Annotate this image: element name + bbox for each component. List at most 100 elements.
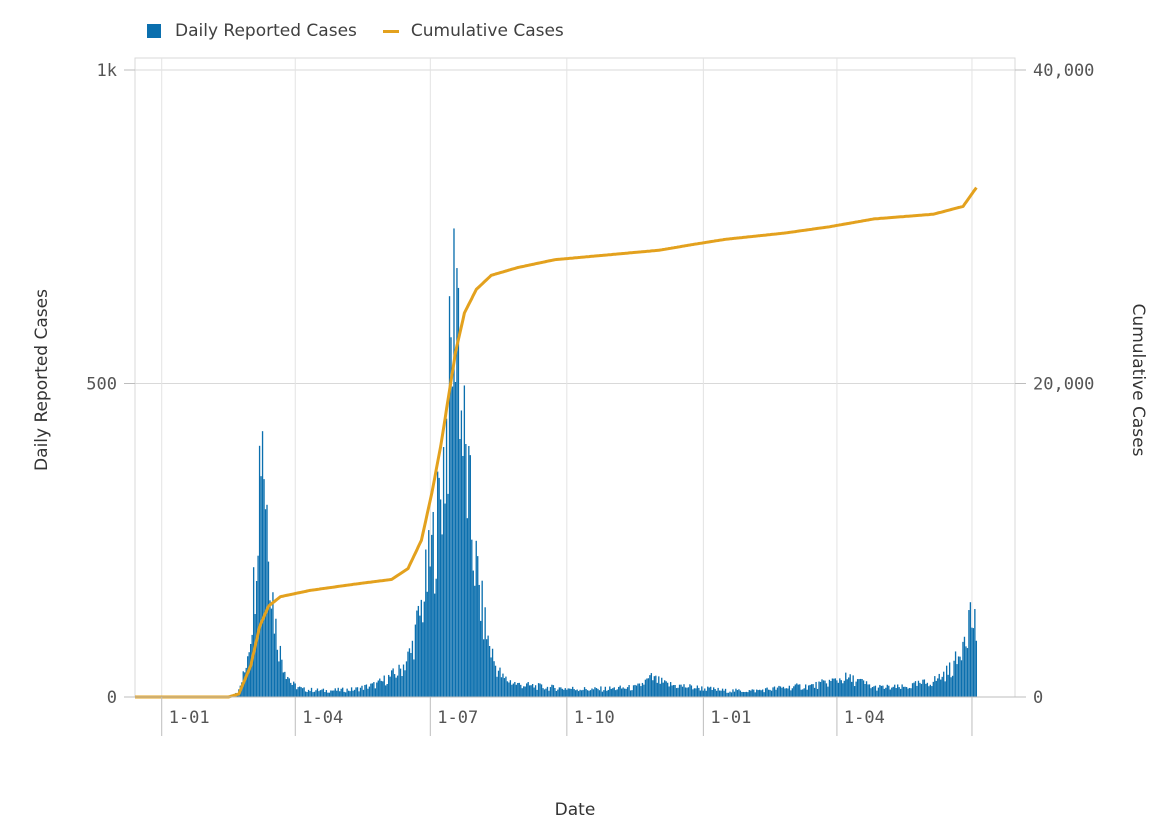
daily-bar [549,687,552,697]
daily-bar [261,431,264,697]
daily-bar [807,685,810,697]
daily-bar [867,684,869,697]
daily-bar [632,685,635,697]
daily-bar [794,684,796,697]
daily-bar [364,685,366,697]
x-axis-title: Date [555,800,596,820]
daily-bar [615,690,617,697]
daily-bar [557,689,559,697]
daily-bar [385,685,387,697]
legend-item-daily[interactable]: Daily Reported Cases [147,21,357,41]
daily-bar [724,688,727,697]
daily-bar [831,678,834,697]
daily-bar [472,570,474,697]
daily-bar [278,661,280,697]
daily-bar [604,686,607,697]
daily-bar [315,690,317,697]
daily-bar [856,679,859,697]
daily-bar [898,687,900,697]
daily-bar [945,665,948,697]
daily-bar [497,670,500,697]
daily-bar [575,690,577,697]
daily-bar [517,682,519,697]
daily-bar [853,686,856,697]
daily-bar [760,690,762,697]
daily-bar [509,680,512,697]
y-axis-title-left: Daily Reported Cases [32,289,52,471]
daily-bar [425,549,427,697]
daily-bar [738,689,740,697]
daily-bar [944,681,946,697]
daily-bar [339,691,341,697]
daily-bar [371,683,374,697]
daily-bar [870,688,872,697]
daily-bar [899,688,902,697]
daily-bar [540,684,543,697]
daily-bar [972,628,975,697]
daily-bar [573,689,575,697]
daily-bar [408,648,411,697]
daily-bar [530,685,532,697]
daily-bar [520,684,522,697]
daily-bar [269,600,271,697]
daily-bar [775,689,777,697]
daily-bar [833,678,835,697]
daily-bar [818,681,820,697]
daily-bar [267,561,270,697]
daily-bar [941,676,943,697]
daily-bar [377,680,379,697]
daily-bar [564,688,566,697]
daily-bar [928,686,930,697]
daily-bar [293,681,295,697]
daily-bar [649,675,651,697]
daily-bar [505,676,507,697]
daily-bar [294,683,296,697]
daily-bar [597,688,599,697]
daily-bar [812,684,814,697]
daily-bar [846,679,848,697]
daily-bar [885,687,887,697]
daily-bar [704,688,706,697]
daily-bar [681,686,684,697]
legend-label-daily: Daily Reported Cases [175,21,357,41]
daily-bar [718,690,721,697]
daily-bar [272,592,274,697]
daily-bar [852,675,854,697]
daily-bar [428,530,430,697]
daily-bar [736,690,739,697]
legend-swatch-daily [147,24,161,38]
daily-bar [711,689,713,697]
daily-bar [536,689,538,697]
daily-bar [665,681,667,697]
legend-item-cumulative[interactable]: Cumulative Cases [382,21,564,41]
daily-bar [258,445,261,697]
daily-bar [324,692,326,697]
daily-bar [827,686,829,697]
daily-bar [672,685,675,697]
daily-bar [613,687,615,697]
daily-bar [879,684,881,697]
daily-bar [264,509,267,697]
daily-bar [607,689,609,697]
daily-bar [419,615,421,697]
y-left-tick-label: 500 [86,375,117,395]
daily-bar [494,665,497,697]
daily-bar [938,673,940,697]
daily-bar [943,671,945,697]
daily-bar [705,690,707,697]
daily-bar [432,511,434,697]
daily-bar [490,657,492,697]
daily-bar [656,682,658,697]
daily-bar [395,677,397,697]
daily-bar [414,624,417,697]
daily-bar [834,678,837,697]
daily-bar [485,639,488,697]
daily-bar [916,685,918,697]
daily-bar [488,646,491,697]
y-left-tick-label: 0 [107,688,117,708]
daily-bar [474,585,476,697]
daily-bar [957,656,960,697]
daily-bar [652,680,654,697]
daily-bar [865,681,868,697]
